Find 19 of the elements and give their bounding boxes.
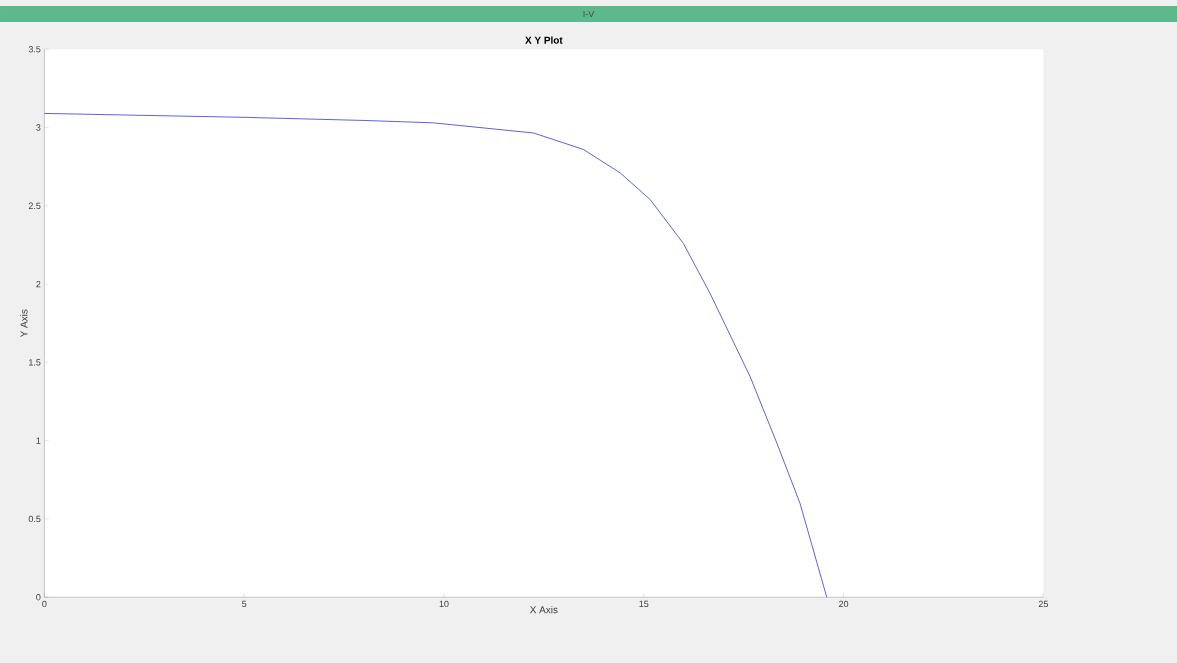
- x-tick-label: 5: [242, 600, 247, 608]
- y-tick-label: 1: [36, 437, 41, 444]
- y-tick-label: 2.5: [28, 202, 41, 209]
- x-axis-title: X Axis: [529, 605, 558, 614]
- y-tick-label: 2: [36, 280, 41, 288]
- x-tick-label: 0: [42, 600, 47, 608]
- y-tick-label: 3: [36, 124, 41, 131]
- x-tick-label: 25: [1038, 600, 1048, 608]
- y-tick-label: 3.5: [28, 46, 41, 53]
- y-tick-label: 0: [36, 594, 41, 601]
- y-tick-label: 0.5: [28, 515, 41, 523]
- x-tick-label: 15: [639, 600, 649, 608]
- y-tick-label: 1.5: [29, 359, 41, 366]
- x-tick-label: 10: [439, 600, 449, 608]
- line-series: [43, 113, 828, 598]
- y-axis-title: Y Axis: [20, 309, 28, 338]
- chart-title: X Y Plot: [525, 36, 563, 44]
- text: I-V: [583, 10, 595, 18]
- x-tick-label: 20: [839, 600, 849, 608]
